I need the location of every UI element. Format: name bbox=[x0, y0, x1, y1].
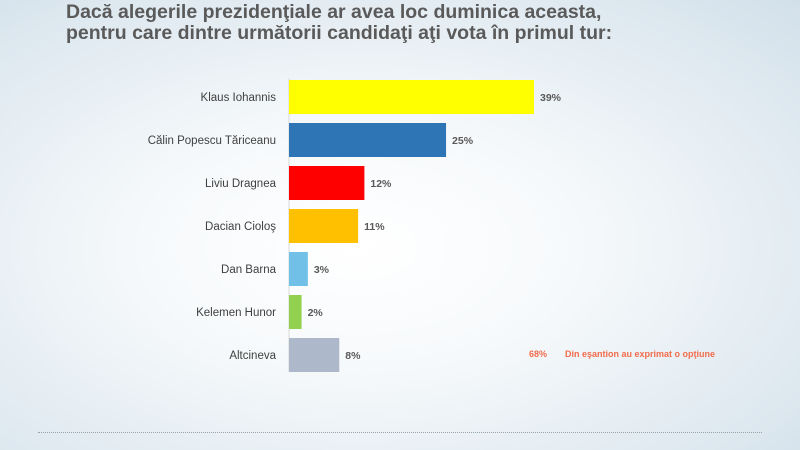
category-label-dacian-ciolos: Dacian Cioloş bbox=[205, 221, 276, 233]
value-label-klaus-iohannis: 39% bbox=[540, 92, 562, 104]
value-label-altcineva: 8% bbox=[345, 350, 361, 362]
response-rate-value: 68% bbox=[529, 349, 548, 359]
bar-liviu-dragnea bbox=[289, 166, 365, 200]
value-label-kelemen-hunor: 2% bbox=[308, 307, 324, 319]
category-label-dan-barna: Dan Barna bbox=[221, 264, 277, 276]
footer-divider bbox=[38, 432, 762, 433]
category-label-liviu-dragnea: Liviu Dragnea bbox=[205, 178, 277, 190]
category-label-klaus-iohannis: Klaus Iohannis bbox=[201, 92, 277, 104]
chart-title-line-2: pentru care dintre următorii candidaţi a… bbox=[66, 22, 613, 44]
response-rate-note: 68% Din eşantion au exprimat o opţiune bbox=[529, 349, 715, 359]
category-label-calin-popescu-tariceanu: Călin Popescu Tăriceanu bbox=[148, 135, 276, 147]
bar-dacian-ciolos bbox=[289, 209, 359, 243]
bar-kelemen-hunor bbox=[289, 295, 302, 329]
chart-title: Dacă alegerile prezidenţiale ar avea loc… bbox=[66, 2, 786, 44]
bar-dan-barna bbox=[289, 252, 308, 286]
bar-calin-popescu-tariceanu bbox=[289, 123, 447, 157]
response-rate-text: Din eşantion au exprimat o opţiune bbox=[565, 349, 716, 359]
value-label-liviu-dragnea: 12% bbox=[370, 178, 392, 190]
value-label-dacian-ciolos: 11% bbox=[364, 221, 385, 233]
category-label-kelemen-hunor: Kelemen Hunor bbox=[196, 307, 276, 319]
category-label-altcineva: Altcineva bbox=[229, 350, 276, 362]
bars-group: Klaus Iohannis 39% Călin Popescu Tăriceanu… bbox=[148, 80, 562, 372]
chart-title-line-1: Dacă alegerile prezidenţiale ar avea loc… bbox=[66, 1, 602, 23]
value-label-calin-popescu-tariceanu: 25% bbox=[452, 135, 474, 147]
bar-altcineva bbox=[289, 338, 340, 372]
value-label-dan-barna: 3% bbox=[314, 264, 330, 276]
bar-klaus-iohannis bbox=[289, 80, 534, 114]
